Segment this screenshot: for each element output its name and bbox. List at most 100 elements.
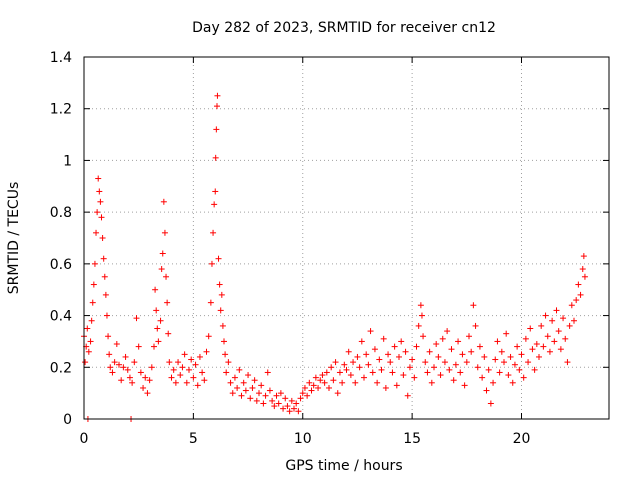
data-point bbox=[406, 364, 413, 371]
data-point bbox=[135, 343, 142, 350]
data-point bbox=[312, 374, 319, 381]
data-point bbox=[472, 322, 479, 329]
data-point bbox=[90, 281, 97, 288]
data-point bbox=[400, 372, 407, 379]
data-point bbox=[238, 392, 245, 399]
data-point bbox=[487, 400, 494, 407]
data-point bbox=[242, 387, 249, 394]
data-point bbox=[455, 338, 462, 345]
data-point bbox=[93, 229, 100, 236]
data-point bbox=[199, 369, 206, 376]
data-point bbox=[317, 377, 324, 384]
data-point bbox=[533, 341, 540, 348]
data-point bbox=[102, 291, 109, 298]
data-point bbox=[251, 377, 258, 384]
data-point bbox=[511, 361, 518, 368]
data-point bbox=[345, 348, 352, 355]
data-point bbox=[301, 384, 308, 391]
data-point bbox=[492, 356, 499, 363]
data-point bbox=[498, 348, 505, 355]
y-tick-label: 0.8 bbox=[50, 205, 72, 221]
data-point bbox=[339, 379, 346, 386]
data-point bbox=[459, 351, 466, 358]
data-point bbox=[557, 346, 564, 353]
data-point bbox=[367, 328, 374, 335]
data-point bbox=[286, 408, 293, 415]
y-tick-label: 0.2 bbox=[50, 360, 72, 376]
data-point bbox=[297, 395, 304, 402]
data-point bbox=[159, 250, 166, 257]
data-point bbox=[562, 335, 569, 342]
data-point bbox=[354, 353, 361, 360]
data-point bbox=[144, 390, 151, 397]
data-point bbox=[332, 359, 339, 366]
y-tick-label: 0 bbox=[63, 412, 72, 428]
data-point bbox=[153, 307, 160, 314]
data-point bbox=[341, 361, 348, 368]
data-point bbox=[275, 400, 282, 407]
data-point bbox=[291, 405, 297, 412]
data-point bbox=[391, 343, 398, 350]
x-tick-label: 5 bbox=[189, 431, 198, 447]
x-tick-label: 20 bbox=[513, 431, 531, 447]
data-point bbox=[581, 273, 588, 280]
data-point bbox=[277, 390, 284, 397]
data-point bbox=[310, 382, 317, 389]
data-point bbox=[106, 351, 113, 358]
data-point bbox=[234, 384, 241, 391]
data-point bbox=[577, 291, 584, 298]
data-point bbox=[137, 369, 144, 376]
data-point bbox=[398, 338, 405, 345]
data-point bbox=[520, 374, 527, 381]
data-point bbox=[214, 92, 221, 99]
data-point bbox=[262, 392, 269, 399]
data-point bbox=[435, 353, 442, 360]
data-point bbox=[122, 353, 129, 360]
data-point bbox=[120, 364, 127, 371]
data-point bbox=[109, 369, 116, 376]
data-point bbox=[222, 351, 229, 358]
data-point bbox=[308, 387, 315, 394]
data-point bbox=[207, 299, 214, 306]
data-point bbox=[525, 359, 532, 366]
data-point bbox=[258, 382, 265, 389]
data-point bbox=[522, 335, 529, 342]
data-point bbox=[210, 229, 217, 236]
data-point bbox=[568, 302, 575, 309]
data-point bbox=[164, 299, 171, 306]
data-point bbox=[273, 392, 280, 399]
data-point bbox=[580, 253, 587, 260]
data-point bbox=[295, 408, 302, 415]
data-point bbox=[84, 325, 91, 332]
data-point bbox=[179, 364, 186, 371]
data-point bbox=[476, 343, 483, 350]
data-point bbox=[97, 198, 104, 205]
data-point bbox=[264, 369, 271, 376]
chart-title: Day 282 of 2023, SRMTID for receiver cn1… bbox=[192, 20, 496, 36]
data-point bbox=[229, 390, 236, 397]
data-point bbox=[439, 335, 446, 342]
data-point bbox=[450, 377, 457, 384]
data-point bbox=[501, 359, 507, 366]
data-point bbox=[99, 235, 106, 241]
data-point bbox=[225, 359, 232, 366]
data-point bbox=[215, 255, 222, 262]
data-point bbox=[483, 387, 490, 394]
data-point bbox=[260, 400, 267, 407]
data-point bbox=[103, 312, 110, 319]
data-point bbox=[214, 103, 220, 110]
data-point bbox=[166, 359, 173, 366]
data-point bbox=[157, 317, 164, 324]
data-point bbox=[350, 359, 357, 366]
data-point bbox=[334, 390, 341, 397]
data-point bbox=[579, 266, 586, 273]
data-point bbox=[172, 379, 179, 386]
data-point bbox=[431, 364, 437, 371]
data-point bbox=[538, 322, 545, 329]
data-point bbox=[356, 364, 363, 371]
grid-lines bbox=[84, 57, 609, 419]
data-point bbox=[343, 366, 350, 373]
data-point bbox=[282, 395, 289, 402]
x-axis-label: GPS time / hours bbox=[285, 458, 402, 474]
data-point bbox=[463, 359, 470, 366]
